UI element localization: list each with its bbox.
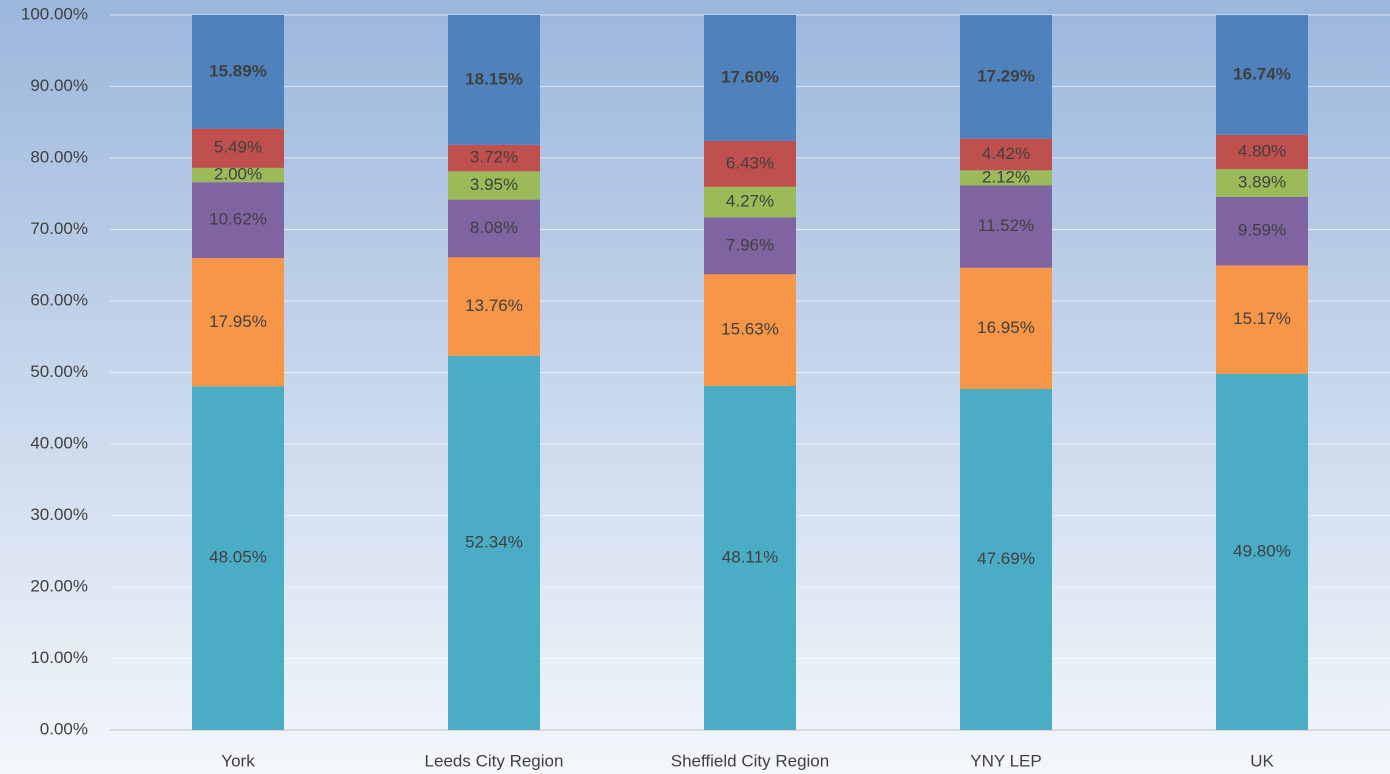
bar-segment bbox=[192, 182, 284, 259]
bar-segment bbox=[1216, 373, 1308, 730]
data-label: 2.12% bbox=[982, 167, 1030, 186]
data-label: 4.80% bbox=[1238, 141, 1286, 160]
data-label: 4.27% bbox=[726, 192, 774, 211]
bar-segment bbox=[192, 386, 284, 730]
data-label: 3.72% bbox=[470, 148, 518, 167]
bar-segment bbox=[704, 140, 796, 187]
x-tick-label: Leeds City Region bbox=[425, 751, 564, 770]
y-tick-label: 30.00% bbox=[30, 505, 88, 524]
data-label: 48.11% bbox=[722, 547, 778, 566]
data-label: 15.17% bbox=[1233, 309, 1291, 328]
data-label: 5.49% bbox=[214, 138, 262, 157]
data-label: 49.80% bbox=[1233, 541, 1291, 560]
bar-segment bbox=[704, 186, 796, 218]
bar-segment bbox=[448, 171, 540, 200]
data-label: 9.59% bbox=[1238, 221, 1286, 240]
data-label: 47.69% bbox=[977, 549, 1035, 568]
x-tick-label: York bbox=[221, 751, 255, 770]
data-label: 8.08% bbox=[470, 218, 518, 237]
bar-segment bbox=[192, 128, 284, 168]
y-tick-label: 0.00% bbox=[40, 719, 88, 738]
data-label: 17.60% bbox=[721, 67, 779, 86]
bar-segment bbox=[1216, 15, 1308, 135]
bar-segment bbox=[448, 257, 540, 356]
y-tick-label: 100.00% bbox=[21, 4, 88, 23]
data-label: 52.34% bbox=[465, 532, 523, 551]
bar-segment bbox=[704, 274, 796, 387]
bar-segment bbox=[704, 15, 796, 141]
y-tick-label: 10.00% bbox=[30, 648, 88, 667]
data-label: 15.89% bbox=[209, 61, 267, 80]
bar-segment bbox=[960, 170, 1052, 186]
bar-segment bbox=[448, 15, 540, 145]
bar-segment bbox=[1216, 169, 1308, 197]
data-label: 16.95% bbox=[977, 318, 1035, 337]
y-tick-label: 60.00% bbox=[30, 290, 88, 309]
data-label: 3.89% bbox=[1238, 172, 1286, 191]
bar-segment bbox=[192, 258, 284, 387]
y-tick-label: 50.00% bbox=[30, 362, 88, 381]
data-label: 48.05% bbox=[209, 548, 267, 567]
data-label: 2.00% bbox=[214, 165, 262, 184]
bar-segment bbox=[1216, 196, 1308, 266]
data-label: 16.74% bbox=[1233, 64, 1291, 83]
data-label: 6.43% bbox=[726, 153, 774, 172]
bar-segment bbox=[960, 185, 1052, 268]
bar-segment bbox=[448, 144, 540, 172]
x-tick-label: UK bbox=[1250, 751, 1274, 770]
bar-segment bbox=[1216, 265, 1308, 374]
data-label: 13.76% bbox=[465, 296, 523, 315]
y-tick-label: 80.00% bbox=[30, 147, 88, 166]
bar-segment bbox=[960, 267, 1052, 390]
bar-segment bbox=[192, 15, 284, 129]
data-label: 4.42% bbox=[982, 144, 1030, 163]
bar-segment bbox=[448, 355, 540, 730]
data-label: 18.15% bbox=[465, 69, 523, 88]
data-label: 15.63% bbox=[721, 320, 779, 339]
bar-segment bbox=[960, 15, 1052, 139]
bar-segment bbox=[960, 138, 1052, 171]
data-label: 10.62% bbox=[209, 210, 267, 229]
bar-segment bbox=[1216, 134, 1308, 170]
bar-segment bbox=[960, 389, 1052, 730]
y-tick-label: 40.00% bbox=[30, 433, 88, 452]
y-tick-label: 20.00% bbox=[30, 576, 88, 595]
data-label: 11.52% bbox=[978, 216, 1034, 235]
bar-segment bbox=[704, 386, 796, 730]
y-tick-label: 90.00% bbox=[30, 76, 88, 95]
data-label: 3.95% bbox=[470, 175, 518, 194]
bar-segment bbox=[192, 167, 284, 183]
x-tick-label: Sheffield City Region bbox=[671, 751, 829, 770]
bar-segment bbox=[704, 217, 796, 275]
data-label: 17.95% bbox=[209, 312, 267, 331]
y-tick-label: 70.00% bbox=[30, 219, 88, 238]
data-label: 17.29% bbox=[977, 66, 1035, 85]
data-label: 7.96% bbox=[726, 235, 774, 254]
bar-segment bbox=[448, 199, 540, 258]
x-tick-label: YNY LEP bbox=[970, 751, 1042, 770]
